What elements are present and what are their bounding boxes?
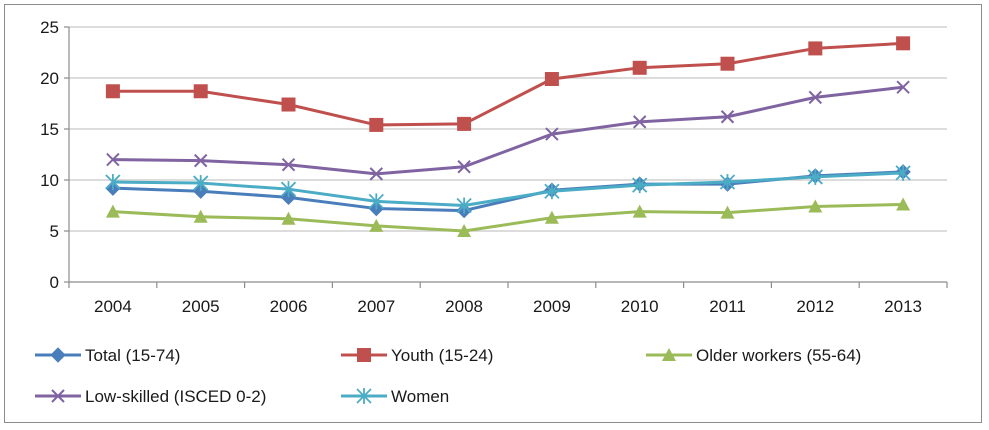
legend-item: Total (15-74): [35, 346, 180, 365]
data-point: [456, 197, 472, 214]
series-layer: [105, 36, 911, 237]
legend-label: Low-skilled (ISCED 0-2): [85, 387, 266, 406]
y-axis-tick-labels: 0 5 10 15 20 25: [40, 18, 59, 292]
data-point: [807, 168, 823, 185]
legend-item: Low-skilled (ISCED 0-2): [35, 387, 266, 406]
data-point: [808, 90, 823, 105]
data-point: [369, 167, 384, 181]
data-point: [105, 174, 121, 191]
series-line: [112, 41, 904, 127]
legend-marker: [357, 348, 371, 362]
legend-marker: [356, 388, 372, 404]
x-tick-label: 2010: [621, 297, 659, 316]
legend-item: Youth (15-24): [341, 346, 493, 365]
chart-frame: 0 5 10 15 20 25 2004 2005 2006 2007 2008 2009 2010 2…: [4, 4, 982, 423]
series-line: [112, 202, 904, 233]
y-tick-label: 15: [40, 120, 59, 139]
legend-label: Total (15-74): [85, 346, 180, 365]
legend-label: Older workers (55-64): [696, 346, 861, 365]
data-point: [632, 115, 647, 129]
legend-marker: [50, 347, 66, 363]
data-point: [544, 72, 559, 87]
y-tick-label: 20: [40, 69, 59, 88]
data-point: [632, 60, 647, 75]
data-point: [895, 164, 911, 181]
data-point: [193, 153, 208, 168]
series-line: [112, 171, 904, 207]
data-point: [369, 117, 384, 132]
legend-marker: [662, 348, 676, 361]
legend: Total (15-74) Youth (15-24) Older workers …: [35, 346, 861, 406]
axes: [64, 26, 948, 288]
x-tick-label: 2005: [182, 297, 220, 316]
data-point: [896, 80, 910, 94]
legend-label: Youth (15-24): [391, 346, 493, 365]
y-tick-label: 10: [40, 171, 59, 190]
data-point: [369, 218, 384, 232]
data-point: [105, 204, 120, 218]
x-axis-tick-labels: 2004 2005 2006 2007 2008 2009 2010 2011 2012 2013: [94, 297, 922, 316]
y-tick-label: 0: [50, 273, 59, 292]
y-tick-label: 5: [50, 222, 59, 241]
y-tick-label: 25: [40, 18, 59, 37]
data-point: [106, 152, 120, 167]
series-line: [112, 85, 904, 176]
data-point: [281, 157, 296, 172]
data-point: [720, 110, 735, 124]
data-point: [545, 127, 559, 141]
x-tick-label: 2006: [270, 297, 308, 316]
data-point: [720, 205, 735, 219]
data-point: [720, 56, 735, 71]
data-point: [280, 181, 297, 198]
data-point: [808, 199, 823, 213]
data-point: [457, 224, 472, 237]
data-point: [632, 177, 648, 194]
series-4: [106, 80, 910, 181]
data-point: [368, 193, 384, 210]
x-tick-label: 2004: [94, 297, 132, 316]
x-tick-label: 2013: [884, 297, 922, 316]
data-point: [281, 211, 296, 225]
legend-item: Older workers (55-64): [646, 346, 861, 365]
x-tick-label: 2009: [533, 297, 571, 316]
legend-item: Women: [341, 387, 449, 406]
series-3: [105, 197, 911, 237]
x-tick-label: 2007: [357, 297, 395, 316]
grid-lines: [69, 26, 947, 232]
data-point: [105, 84, 120, 99]
data-point: [193, 209, 208, 223]
data-point: [457, 116, 472, 131]
legend-label: Women: [391, 387, 449, 406]
data-point: [896, 36, 911, 51]
x-tick-label: 2011: [709, 297, 746, 316]
data-point: [544, 210, 559, 224]
data-point: [193, 84, 208, 99]
data-point: [632, 204, 647, 218]
legend-marker: [51, 389, 65, 403]
data-point: [719, 174, 736, 191]
series-5: [105, 164, 911, 214]
data-point: [544, 183, 560, 200]
data-point: [808, 41, 823, 56]
x-tick-label: 2008: [445, 297, 483, 316]
data-point: [457, 160, 471, 174]
series-2: [105, 36, 911, 132]
data-point: [896, 197, 911, 211]
data-point: [281, 97, 296, 112]
data-point: [193, 175, 209, 192]
x-tick-label: 2012: [796, 297, 834, 316]
